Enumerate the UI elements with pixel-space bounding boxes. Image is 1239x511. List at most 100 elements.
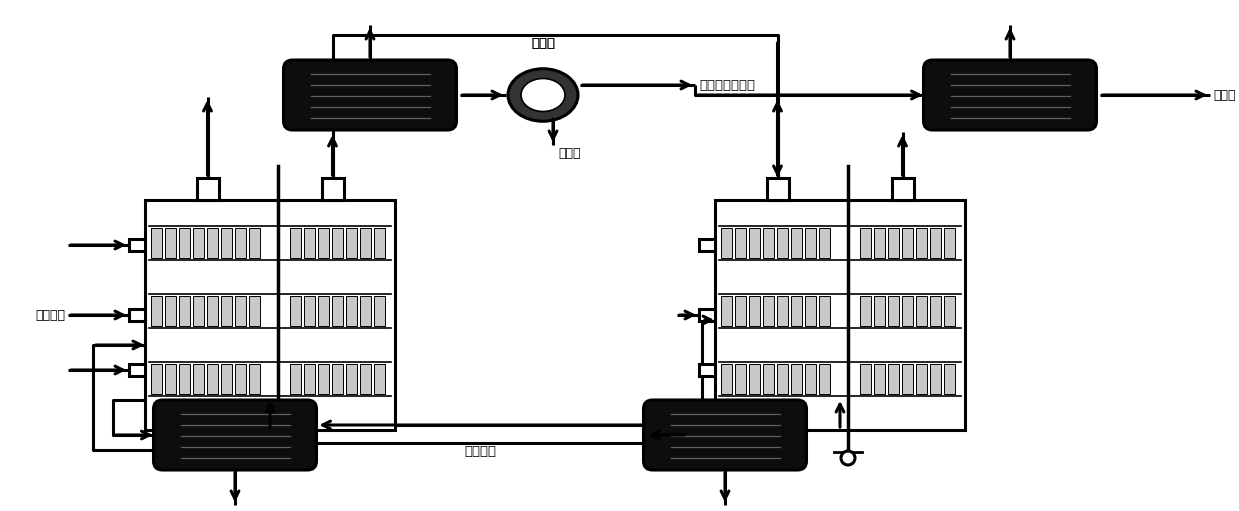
Bar <box>888 228 900 258</box>
Bar <box>249 364 260 394</box>
Bar <box>197 178 218 200</box>
Bar <box>178 228 190 258</box>
Bar <box>193 296 204 326</box>
Bar <box>805 228 817 258</box>
Bar <box>207 296 218 326</box>
Bar <box>735 296 746 326</box>
Bar <box>361 364 370 394</box>
Text: 待处理罐: 待处理罐 <box>463 445 496 458</box>
Bar <box>699 239 715 251</box>
Text: 产品罐: 产品罐 <box>1213 88 1235 102</box>
Bar <box>318 296 330 326</box>
Bar <box>332 296 343 326</box>
Bar <box>151 364 162 394</box>
Bar <box>902 228 913 258</box>
Bar <box>374 228 385 258</box>
Bar <box>145 200 395 430</box>
Bar <box>763 228 774 258</box>
Bar <box>361 228 370 258</box>
Bar <box>902 364 913 394</box>
Bar <box>916 296 927 326</box>
Bar <box>221 296 232 326</box>
Bar <box>944 228 955 258</box>
Bar <box>332 364 343 394</box>
Bar <box>290 364 301 394</box>
Bar <box>221 364 232 394</box>
Bar <box>249 228 260 258</box>
Bar <box>290 228 301 258</box>
FancyBboxPatch shape <box>154 400 316 470</box>
Bar <box>888 296 900 326</box>
Bar <box>750 296 760 326</box>
Bar <box>361 296 370 326</box>
Bar <box>860 228 871 258</box>
Bar <box>151 228 162 258</box>
Ellipse shape <box>522 79 565 111</box>
Bar <box>165 364 176 394</box>
Bar <box>944 296 955 326</box>
Bar <box>321 178 343 200</box>
Bar <box>819 228 830 258</box>
Bar <box>916 364 927 394</box>
Bar <box>873 228 885 258</box>
FancyBboxPatch shape <box>923 60 1097 130</box>
Bar <box>819 364 830 394</box>
Bar <box>178 364 190 394</box>
Bar <box>374 364 385 394</box>
Bar <box>346 296 357 326</box>
Bar <box>777 364 788 394</box>
Bar <box>888 364 900 394</box>
Bar <box>790 228 802 258</box>
Bar <box>374 296 385 326</box>
Text: 倾析器: 倾析器 <box>532 37 555 50</box>
Bar <box>944 364 955 394</box>
Bar <box>819 296 830 326</box>
Bar <box>207 364 218 394</box>
Bar <box>930 364 940 394</box>
Ellipse shape <box>508 69 579 121</box>
Bar <box>165 228 176 258</box>
Bar <box>892 178 913 200</box>
Bar <box>318 364 330 394</box>
Bar <box>916 228 927 258</box>
Bar <box>235 296 247 326</box>
Bar <box>860 364 871 394</box>
Bar <box>129 309 145 321</box>
Bar <box>805 296 817 326</box>
Bar <box>735 228 746 258</box>
Circle shape <box>271 451 285 465</box>
Bar <box>763 296 774 326</box>
Bar <box>318 228 330 258</box>
Bar <box>235 228 247 258</box>
Bar <box>129 364 145 376</box>
Bar <box>790 296 802 326</box>
Bar <box>207 228 218 258</box>
Bar <box>249 296 260 326</box>
Bar <box>777 296 788 326</box>
Bar <box>304 364 315 394</box>
Bar <box>346 228 357 258</box>
Bar <box>763 364 774 394</box>
Text: 原料进料: 原料进料 <box>35 309 64 321</box>
Bar <box>721 228 732 258</box>
Bar <box>304 296 315 326</box>
Bar <box>735 364 746 394</box>
Bar <box>873 364 885 394</box>
Bar <box>193 228 204 258</box>
Bar <box>860 296 871 326</box>
FancyBboxPatch shape <box>284 60 456 130</box>
Bar <box>930 228 940 258</box>
Bar <box>902 296 913 326</box>
Bar <box>221 228 232 258</box>
Bar <box>290 296 301 326</box>
Bar <box>721 296 732 326</box>
Bar <box>715 200 965 430</box>
Bar <box>777 228 788 258</box>
Bar <box>235 364 247 394</box>
Bar <box>193 364 204 394</box>
Bar <box>721 364 732 394</box>
Bar <box>750 364 760 394</box>
Bar <box>805 364 817 394</box>
Text: 异成二烯回收罐: 异成二烯回收罐 <box>699 79 755 91</box>
Bar <box>790 364 802 394</box>
